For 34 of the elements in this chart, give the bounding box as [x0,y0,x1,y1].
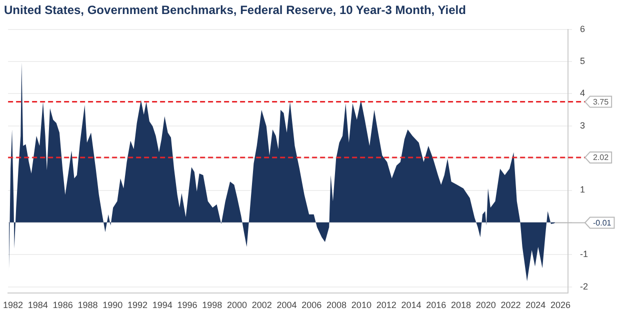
x-tick-label: 2024 [526,300,546,310]
x-tick-label: 1984 [28,300,48,310]
annotation: -0.01 [593,218,612,228]
x-tick-label: 2022 [500,300,521,310]
y-tick-label: -1 [580,249,588,260]
x-tick-label: 2026 [550,300,571,310]
x-tick-label: 1992 [127,300,148,310]
y-tick-label: 1 [580,184,586,195]
ref-line-label: 3.75 [593,97,610,106]
x-tick-label: 2002 [252,300,272,310]
x-tick-label: 2006 [302,300,322,310]
x-tick-label: 1994 [152,300,172,310]
x-tick-label: 2008 [326,300,347,310]
x-tick-label: 2014 [401,300,422,310]
y-tick-label: 6 [580,24,586,34]
y-tick-label: 4 [580,88,586,98]
x-tick-label: 1996 [177,300,198,310]
x-tick-label: 2016 [426,300,446,310]
x-tick-label: 1986 [52,300,73,310]
x-tick-label: 2012 [376,300,396,310]
x-tick-label: 2018 [450,300,472,310]
x-tick-label: 2000 [227,300,248,310]
y-tick-label: 5 [580,56,586,66]
x-tick-label: 2004 [276,300,297,310]
x-tick-label: 2010 [351,300,372,310]
ref-line-label: 2.02 [593,153,610,162]
y-tick-label: -2 [580,281,588,292]
x-tick-label: 1990 [102,300,123,310]
y-tick-label: 3 [580,120,586,130]
x-tick-label: 1988 [78,300,98,310]
x-tick-label: 1982 [3,300,24,310]
chart-title: United States, Government Benchmarks, Federal Reserve, 10 Year-3 Month, Yield [4,3,466,17]
x-tick-label: 1998 [202,300,222,310]
x-tick-label: 2020 [476,300,496,310]
